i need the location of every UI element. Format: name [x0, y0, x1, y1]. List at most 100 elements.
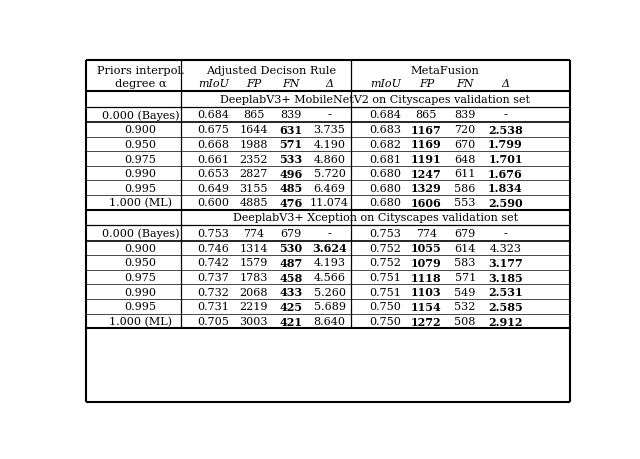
Text: 0.752: 0.752 [369, 243, 401, 253]
Text: -: - [504, 228, 508, 238]
Text: FN: FN [456, 78, 474, 88]
Text: 496: 496 [279, 168, 303, 179]
Text: 0.000 (Bayes): 0.000 (Bayes) [102, 110, 179, 120]
Text: 0.680: 0.680 [369, 184, 401, 193]
Text: 0.682: 0.682 [369, 140, 401, 150]
Text: 1783: 1783 [239, 273, 268, 282]
Text: 487: 487 [279, 257, 303, 269]
Text: 0.684: 0.684 [197, 110, 229, 120]
Text: 4.323: 4.323 [490, 243, 522, 253]
Text: 4.190: 4.190 [314, 140, 346, 150]
Text: 865: 865 [416, 110, 437, 120]
Text: 0.950: 0.950 [124, 140, 156, 150]
Text: 586: 586 [454, 184, 476, 193]
Text: DeeplabV3+ Xception on Cityscapes validation set: DeeplabV3+ Xception on Cityscapes valida… [233, 213, 518, 223]
Text: 0.900: 0.900 [124, 243, 156, 253]
Text: 1.834: 1.834 [488, 183, 523, 194]
Text: 0.752: 0.752 [369, 258, 401, 268]
Text: 3003: 3003 [239, 316, 268, 326]
Text: 1579: 1579 [239, 258, 268, 268]
Text: 8.640: 8.640 [314, 316, 346, 326]
Text: 1055: 1055 [411, 243, 442, 254]
Text: 3.177: 3.177 [488, 257, 523, 269]
Text: FN: FN [282, 78, 300, 88]
Text: Adjusted Decison Rule: Adjusted Decison Rule [206, 66, 337, 76]
Text: 0.990: 0.990 [124, 169, 156, 179]
Text: 2.590: 2.590 [488, 197, 523, 208]
Text: 0.600: 0.600 [197, 198, 229, 208]
Text: 530: 530 [279, 243, 302, 254]
Text: Δ: Δ [326, 78, 333, 88]
Text: 0.751: 0.751 [369, 287, 401, 297]
Text: mIoU: mIoU [198, 78, 229, 88]
Text: 2.538: 2.538 [488, 124, 523, 135]
Text: 0.737: 0.737 [197, 273, 229, 282]
Text: 0.000 (Bayes): 0.000 (Bayes) [102, 228, 179, 239]
Text: 4.193: 4.193 [314, 258, 346, 268]
Text: 631: 631 [279, 124, 302, 135]
Text: 3155: 3155 [239, 184, 268, 193]
Text: 1079: 1079 [411, 257, 442, 269]
Text: 0.661: 0.661 [197, 154, 229, 164]
Text: 4885: 4885 [239, 198, 268, 208]
Text: 1314: 1314 [239, 243, 268, 253]
Text: 839: 839 [454, 110, 476, 120]
Text: 1191: 1191 [411, 154, 442, 165]
Text: 0.990: 0.990 [124, 287, 156, 297]
Text: MetaFusion: MetaFusion [411, 66, 480, 76]
Text: 2.912: 2.912 [488, 316, 523, 327]
Text: 670: 670 [454, 140, 476, 150]
Text: 1644: 1644 [239, 125, 268, 135]
Text: 1.000 (ML): 1.000 (ML) [109, 316, 172, 326]
Text: 839: 839 [280, 110, 301, 120]
Text: 0.731: 0.731 [197, 302, 229, 312]
Text: 533: 533 [279, 154, 303, 165]
Text: 1.000 (ML): 1.000 (ML) [109, 198, 172, 208]
Text: 679: 679 [454, 228, 476, 238]
Text: 571: 571 [454, 273, 476, 282]
Text: 0.746: 0.746 [197, 243, 229, 253]
Text: 648: 648 [454, 154, 476, 164]
Text: 1.676: 1.676 [488, 168, 523, 179]
Text: 1.701: 1.701 [488, 154, 523, 165]
Text: 1247: 1247 [411, 168, 442, 179]
Text: 553: 553 [454, 198, 476, 208]
Text: 0.684: 0.684 [369, 110, 401, 120]
Text: -: - [328, 110, 332, 120]
Text: 2.585: 2.585 [488, 301, 523, 312]
Text: 0.900: 0.900 [124, 125, 156, 135]
Text: 0.751: 0.751 [369, 273, 401, 282]
Text: 614: 614 [454, 243, 476, 253]
Text: 0.950: 0.950 [124, 258, 156, 268]
Text: 4.860: 4.860 [314, 154, 346, 164]
Text: 611: 611 [454, 169, 476, 179]
Text: 0.705: 0.705 [197, 316, 229, 326]
Text: 1167: 1167 [411, 124, 442, 135]
Text: 458: 458 [279, 272, 303, 283]
Text: FP: FP [419, 78, 434, 88]
Text: -: - [504, 110, 508, 120]
Text: 421: 421 [279, 316, 302, 327]
Text: 2827: 2827 [239, 169, 268, 179]
Text: 532: 532 [454, 302, 476, 312]
Text: 0.742: 0.742 [197, 258, 229, 268]
Text: 508: 508 [454, 316, 476, 326]
Text: 0.675: 0.675 [197, 125, 229, 135]
Text: 1154: 1154 [411, 301, 442, 312]
Text: 0.995: 0.995 [124, 302, 156, 312]
Text: 2219: 2219 [239, 302, 268, 312]
Text: 2352: 2352 [239, 154, 268, 164]
Text: 679: 679 [280, 228, 301, 238]
Text: 2.531: 2.531 [488, 286, 523, 297]
Text: -: - [328, 228, 332, 238]
Text: FP: FP [246, 78, 261, 88]
Text: Δ: Δ [502, 78, 509, 88]
Text: 583: 583 [454, 258, 476, 268]
Text: 3.735: 3.735 [314, 125, 346, 135]
Text: 0.975: 0.975 [125, 273, 156, 282]
Text: 1169: 1169 [411, 139, 442, 150]
Text: 4.566: 4.566 [314, 273, 346, 282]
Text: 1988: 1988 [239, 140, 268, 150]
Text: 571: 571 [279, 139, 302, 150]
Text: 0.649: 0.649 [197, 184, 229, 193]
